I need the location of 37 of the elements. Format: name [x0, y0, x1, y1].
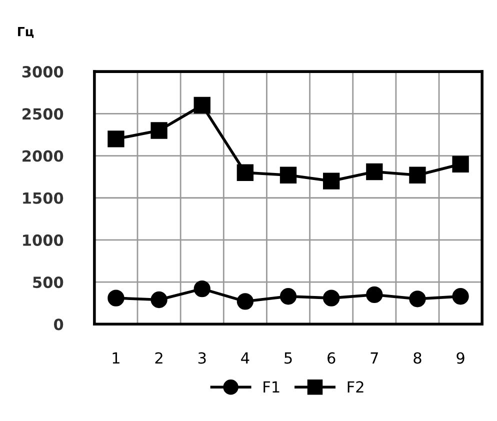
x-tick-label: 6	[328, 352, 336, 364]
point	[323, 172, 340, 190]
point	[409, 290, 426, 308]
point	[236, 164, 254, 181]
point	[194, 96, 210, 114]
x-tick-label: 5	[284, 352, 292, 364]
x-tick-label: 9	[456, 352, 464, 364]
point	[108, 290, 124, 306]
point	[409, 166, 426, 184]
point	[150, 291, 168, 308]
point	[108, 130, 124, 148]
y-tick-label: 2500	[22, 108, 64, 120]
point	[194, 280, 210, 298]
y-tick-label: 500	[33, 276, 64, 288]
point	[280, 288, 297, 305]
x-tick-label: 3	[198, 352, 206, 364]
x-tick-label: 1	[112, 352, 120, 364]
point	[452, 156, 469, 173]
point	[452, 288, 469, 305]
x-tick-label: 8	[414, 352, 422, 364]
x-tick-label: 7	[370, 352, 378, 364]
point	[366, 286, 383, 304]
point	[323, 290, 340, 306]
point	[150, 122, 168, 139]
point	[366, 163, 383, 180]
y-tick-label: 3000	[22, 66, 64, 78]
y-tick-label: 1000	[23, 234, 64, 246]
y-tick-label: 2000	[22, 150, 64, 162]
x-tick-label: 4	[241, 352, 250, 364]
point	[280, 166, 297, 184]
x-tick-label: 2	[155, 352, 162, 364]
point	[236, 293, 254, 310]
y-tick-label: 0	[54, 318, 64, 330]
y-tick-label: 1500	[23, 192, 64, 204]
y-axis-title: Гц	[18, 27, 34, 38]
legend-label: F1	[264, 381, 280, 392]
legend-label: F2	[348, 381, 364, 392]
